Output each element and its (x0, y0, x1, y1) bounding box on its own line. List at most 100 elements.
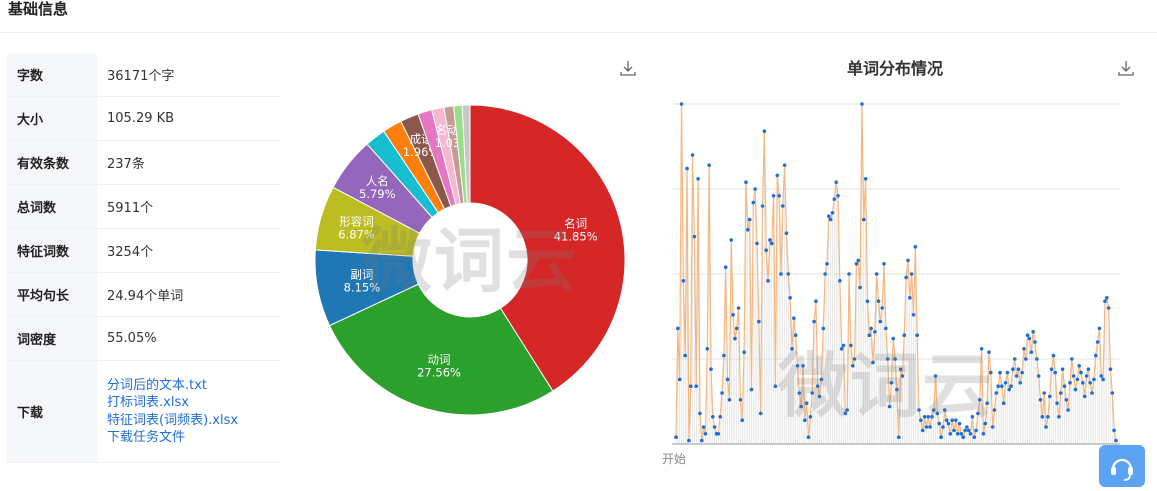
data-point[interactable] (954, 418, 958, 423)
data-point[interactable] (1046, 415, 1050, 419)
data-point[interactable] (687, 438, 691, 443)
data-point[interactable] (711, 415, 715, 419)
data-point[interactable] (828, 217, 833, 222)
data-point[interactable] (970, 415, 975, 419)
data-point[interactable] (1092, 377, 1096, 382)
data-point[interactable] (819, 377, 824, 382)
pie-slice[interactable] (328, 283, 554, 416)
data-point[interactable] (814, 299, 818, 303)
data-point[interactable] (1057, 415, 1061, 419)
data-point[interactable] (1055, 401, 1059, 406)
data-point[interactable] (832, 197, 837, 201)
data-point[interactable] (712, 425, 717, 429)
data-point[interactable] (941, 425, 945, 429)
customer-service-button[interactable] (1099, 445, 1145, 487)
data-point[interactable] (926, 415, 931, 419)
data-point[interactable] (803, 418, 807, 423)
data-point[interactable] (935, 411, 940, 416)
data-point[interactable] (1070, 357, 1074, 361)
data-point[interactable] (966, 428, 971, 433)
download-icon[interactable] (620, 60, 636, 76)
data-point[interactable] (718, 415, 722, 419)
data-point[interactable] (1011, 367, 1015, 372)
data-point[interactable] (1040, 415, 1045, 419)
data-point[interactable] (827, 214, 831, 218)
data-point[interactable] (762, 129, 767, 133)
data-point[interactable] (1095, 340, 1100, 344)
data-point[interactable] (874, 272, 879, 276)
data-point[interactable] (793, 333, 798, 337)
data-point[interactable] (797, 391, 802, 395)
data-point[interactable] (933, 374, 938, 378)
data-point[interactable] (804, 401, 809, 406)
data-point[interactable] (821, 326, 826, 331)
data-point[interactable] (1099, 374, 1104, 378)
data-point[interactable] (908, 296, 912, 300)
data-point[interactable] (959, 432, 964, 436)
data-point[interactable] (812, 319, 816, 324)
data-point[interactable] (878, 319, 883, 324)
data-point[interactable] (1018, 381, 1023, 385)
data-point[interactable] (676, 326, 680, 331)
data-point[interactable] (810, 391, 815, 395)
data-point[interactable] (972, 435, 977, 440)
data-point[interactable] (1079, 370, 1083, 375)
data-point[interactable] (1088, 381, 1093, 385)
data-point[interactable] (952, 428, 956, 433)
data-point[interactable] (729, 238, 734, 242)
data-point[interactable] (900, 374, 905, 378)
data-point[interactable] (1075, 377, 1080, 382)
data-point[interactable] (1104, 296, 1109, 300)
data-point[interactable] (950, 418, 954, 423)
data-point[interactable] (889, 381, 894, 385)
data-point[interactable] (1023, 357, 1028, 361)
data-point[interactable] (965, 425, 969, 429)
data-point[interactable] (1053, 370, 1058, 375)
data-point[interactable] (845, 408, 850, 412)
data-point[interactable] (1003, 381, 1008, 385)
data-point[interactable] (867, 333, 872, 337)
data-point[interactable] (920, 428, 925, 433)
data-point[interactable] (860, 102, 864, 106)
data-point[interactable] (784, 231, 789, 235)
pie-slice[interactable] (461, 104, 471, 204)
download-link[interactable]: 下载任务文件 (107, 430, 186, 445)
data-point[interactable] (751, 200, 756, 205)
data-point[interactable] (891, 336, 896, 341)
data-point[interactable] (1033, 340, 1037, 344)
data-point[interactable] (989, 370, 993, 375)
data-point[interactable] (961, 435, 965, 440)
data-point[interactable] (955, 432, 960, 436)
data-point[interactable] (896, 435, 901, 440)
data-point[interactable] (775, 173, 780, 178)
data-point[interactable] (1058, 391, 1063, 395)
data-point[interactable] (699, 438, 704, 443)
data-point[interactable] (856, 258, 861, 263)
data-point[interactable] (716, 432, 721, 436)
data-point[interactable] (873, 330, 877, 334)
data-point[interactable] (1060, 367, 1065, 372)
data-point[interactable] (679, 102, 684, 106)
data-point[interactable] (1090, 391, 1094, 395)
data-point[interactable] (981, 432, 986, 436)
data-point[interactable] (985, 401, 989, 406)
data-point[interactable] (736, 306, 741, 310)
data-point[interactable] (766, 279, 770, 283)
download-link[interactable]: 打标词表.xlsx (107, 395, 189, 410)
data-point[interactable] (996, 384, 1000, 389)
data-point[interactable] (909, 272, 914, 276)
data-point[interactable] (1086, 367, 1091, 372)
data-point[interactable] (744, 180, 748, 184)
data-point[interactable] (1027, 336, 1032, 341)
data-point[interactable] (839, 347, 844, 351)
data-point[interactable] (734, 326, 739, 331)
data-point[interactable] (924, 425, 929, 429)
data-point[interactable] (801, 364, 805, 368)
data-point[interactable] (1103, 299, 1107, 303)
data-point[interactable] (677, 377, 682, 382)
data-point[interactable] (1112, 428, 1116, 433)
data-point[interactable] (709, 367, 713, 372)
data-point[interactable] (911, 313, 916, 317)
data-point[interactable] (698, 411, 702, 416)
data-point[interactable] (768, 238, 772, 242)
